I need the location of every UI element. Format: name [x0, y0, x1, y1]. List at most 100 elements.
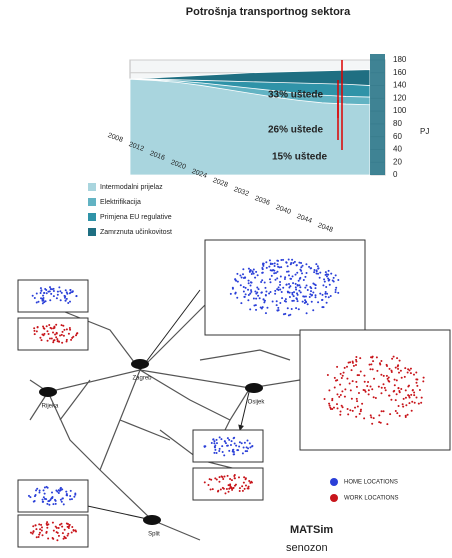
- location-dot: [41, 526, 43, 528]
- location-dot: [36, 330, 38, 332]
- legend-swatch: [88, 213, 96, 221]
- location-dot: [408, 385, 410, 387]
- location-dot: [277, 263, 279, 265]
- location-dot: [333, 407, 335, 409]
- location-dot: [303, 279, 305, 281]
- location-dot: [42, 326, 44, 328]
- x-tick-label: 2032: [233, 186, 250, 198]
- location-dot: [388, 395, 390, 397]
- location-dot: [34, 297, 36, 299]
- location-dot: [287, 265, 289, 267]
- location-dot: [327, 374, 329, 376]
- location-dot: [219, 448, 221, 450]
- location-dot: [241, 485, 243, 487]
- location-dot: [293, 295, 295, 297]
- location-dot: [242, 273, 244, 275]
- location-dot: [341, 390, 343, 392]
- location-dot: [315, 284, 317, 286]
- location-dot: [70, 490, 72, 492]
- location-dot: [403, 398, 405, 400]
- location-dot: [240, 284, 242, 286]
- location-dot: [242, 452, 244, 454]
- location-dot: [213, 452, 215, 454]
- y-tick-label: 40: [393, 145, 402, 154]
- annotation: 33% uštede: [268, 90, 323, 101]
- location-dot: [310, 267, 312, 269]
- location-dot: [44, 498, 46, 500]
- location-dot: [243, 291, 245, 293]
- location-dot: [229, 478, 231, 480]
- location-dot: [311, 301, 313, 303]
- location-dot: [270, 263, 272, 265]
- location-dot: [254, 290, 256, 292]
- location-dot: [337, 407, 339, 409]
- location-dot: [423, 377, 425, 379]
- location-dot: [309, 296, 311, 298]
- location-dot: [383, 383, 385, 385]
- location-dot: [37, 301, 39, 303]
- location-dot: [356, 400, 358, 402]
- location-dot: [388, 381, 390, 383]
- location-dot: [355, 381, 357, 383]
- location-dot: [314, 296, 316, 298]
- y-tick-label: 60: [393, 132, 402, 141]
- location-dot: [276, 300, 278, 302]
- location-dot: [70, 289, 72, 291]
- location-dot: [328, 280, 330, 282]
- location-dot: [328, 270, 330, 272]
- location-dot: [236, 297, 238, 299]
- location-dot: [63, 536, 65, 538]
- location-dot: [39, 337, 41, 339]
- location-dot: [325, 296, 327, 298]
- location-dot: [293, 291, 295, 293]
- location-dot: [58, 527, 60, 529]
- location-dot: [49, 338, 51, 340]
- location-dot: [239, 490, 241, 492]
- location-dot: [261, 267, 263, 269]
- location-dot: [35, 489, 37, 491]
- location-dot: [46, 503, 48, 505]
- location-dot: [41, 529, 43, 531]
- location-dot: [360, 370, 362, 372]
- location-dot: [290, 278, 292, 280]
- location-dot: [45, 300, 47, 302]
- location-dot: [331, 398, 333, 400]
- location-dot: [317, 265, 319, 267]
- location-dot: [62, 325, 64, 327]
- location-dot: [373, 417, 375, 419]
- location-dot: [410, 368, 412, 370]
- location-dot: [349, 409, 351, 411]
- location-dot: [336, 379, 338, 381]
- location-dot: [349, 361, 351, 363]
- location-dot: [50, 327, 52, 329]
- location-dot: [394, 384, 396, 386]
- location-dot: [281, 297, 283, 299]
- location-dot: [327, 278, 329, 280]
- location-dot: [420, 402, 422, 404]
- location-dot: [244, 296, 246, 298]
- location-dot: [263, 299, 265, 301]
- location-dot: [351, 398, 353, 400]
- location-dot: [344, 396, 346, 398]
- location-dot: [210, 479, 212, 481]
- location-dot: [72, 290, 74, 292]
- location-dot: [235, 484, 237, 486]
- location-dot: [291, 292, 293, 294]
- location-dot: [244, 488, 246, 490]
- location-dot: [346, 366, 348, 368]
- location-dot: [256, 287, 258, 289]
- location-dot: [43, 328, 45, 330]
- location-dot: [389, 368, 391, 370]
- location-dot: [304, 276, 306, 278]
- location-dot: [337, 279, 339, 281]
- location-dot: [230, 444, 232, 446]
- location-dot: [228, 488, 230, 490]
- location-dot: [54, 333, 56, 335]
- location-dot: [413, 394, 415, 396]
- location-dot: [61, 526, 63, 528]
- location-dot: [41, 298, 43, 300]
- location-dot: [306, 272, 308, 274]
- location-dot: [410, 372, 412, 374]
- location-dot: [279, 289, 281, 291]
- location-dot: [255, 309, 257, 311]
